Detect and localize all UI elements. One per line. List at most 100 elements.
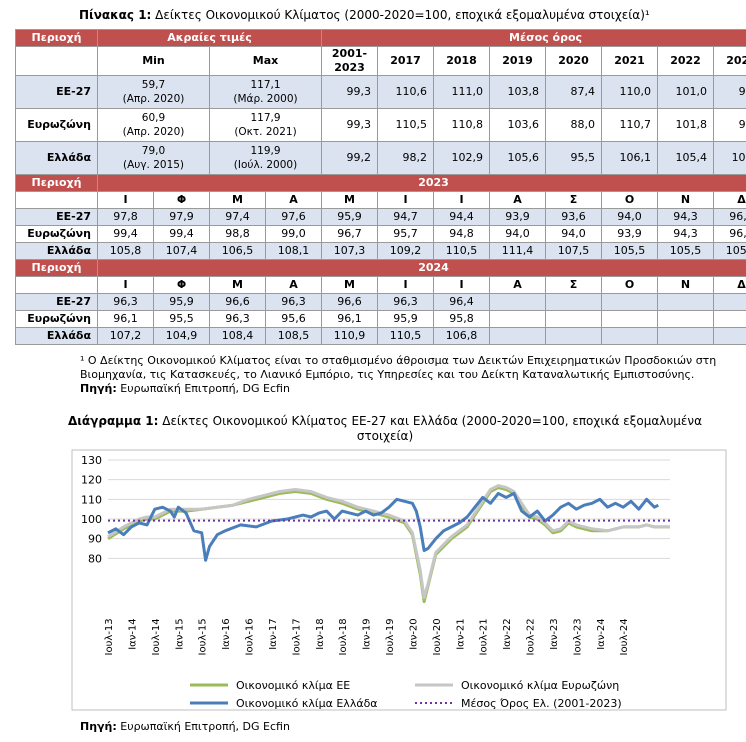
monthly-value: 96,3: [712, 208, 746, 226]
table-title: Πίνακας 1: Δείκτες Οικονομικού Κλίματος …: [79, 8, 650, 22]
x-tick-label: Ιαν-14: [127, 618, 138, 649]
table-row: Ευρωζώνη 96,1 95,5 96,3 95,6 96,1 95,9 95,8: [15, 310, 746, 328]
monthly-value: [657, 293, 714, 311]
region-name: Ευρωζώνη: [15, 225, 98, 243]
month-header: Α: [265, 276, 322, 294]
year-header: 2001-2023: [321, 46, 378, 76]
monthly-value: 94,0: [545, 225, 602, 243]
monthly-value: 95,9: [377, 310, 434, 328]
x-tick-label: Ιαν-21: [455, 618, 466, 649]
x-tick-label: Ιουλ-20: [432, 618, 443, 655]
average-value: 88,0: [545, 108, 602, 142]
monthly-value: 93,6: [545, 208, 602, 226]
average-value: 105,4: [657, 141, 714, 175]
monthly-value: 111,4: [489, 242, 546, 260]
year-header: 2022: [657, 46, 714, 76]
month-header: Ν: [657, 276, 714, 294]
region-header: Περιοχή: [15, 174, 98, 192]
y-tick-label: 80: [88, 552, 102, 565]
monthly-value: 105,5: [601, 242, 658, 260]
legend-label: Μέσος Όρος Ελ. (2001-2023): [461, 697, 622, 710]
month-header: Δ: [712, 191, 746, 209]
monthly-value: 97,9: [153, 208, 210, 226]
table-row: Ευρωζώνη 60,9 (Απρ. 2020) 117,9 (Οκτ. 2021) 9…: [15, 108, 746, 142]
region-name: ΕΕ-27: [15, 75, 98, 109]
x-tick-label: Ιαν-17: [268, 618, 279, 649]
legend-label: Οικονομικό κλίμα Ελλάδα: [236, 697, 378, 710]
region-name: ΕΕ-27: [15, 208, 98, 226]
monthly-value: 94,8: [433, 225, 490, 243]
year-header: 2018: [433, 46, 490, 76]
average-value: 110,0: [601, 75, 658, 109]
chart-title: Διάγραμμα 1: Δείκτες Οικονομικού Κλίματο…: [67, 414, 703, 443]
monthly-value: [601, 293, 658, 311]
monthly-value: 110,5: [433, 242, 490, 260]
average-value: 110,5: [377, 108, 434, 142]
table-row: ΕΕ-27 96,3 95,9 96,6 96,3 96,6 96,3 96,4: [15, 293, 746, 311]
y-tick-label: 100: [81, 513, 102, 526]
month-header: Μ: [209, 276, 266, 294]
month-header: Ι: [433, 191, 490, 209]
average-value: 110,7: [601, 108, 658, 142]
monthly-value: 96,4: [712, 225, 746, 243]
year-header: 2017: [377, 46, 434, 76]
x-tick-label: Ιαν-23: [549, 618, 560, 649]
chart-source: Πηγή: Ευρωπαϊκή Επιτροπή, DG Ecfin: [80, 720, 290, 733]
x-tick-label: Ιουλ-22: [526, 618, 537, 655]
average-value: 99,2: [321, 141, 378, 175]
average-value: 105,6: [489, 141, 546, 175]
region-name: ΕΕ-27: [15, 293, 98, 311]
monthly-value: [489, 327, 546, 345]
average-value: 107,6: [712, 141, 746, 175]
x-tick-label: Ιουλ-21: [479, 618, 490, 655]
average-value: 111,0: [433, 75, 490, 109]
year-label: 2024: [96, 259, 746, 277]
average-value: 102,9: [433, 141, 490, 175]
x-tick-label: Ιαν-19: [362, 618, 373, 649]
max-value: 119,9 (Ιούλ. 2000): [209, 141, 322, 175]
region-header: Περιοχή: [15, 29, 98, 47]
table-row: Ελλάδα 79,0 (Αυγ. 2015) 119,9 (Ιούλ. 2000) 99…: [15, 141, 746, 175]
monthly-value: 106,8: [433, 327, 490, 345]
monthly-value: 95,5: [153, 310, 210, 328]
min-value: 59,7 (Απρ. 2020): [97, 75, 210, 109]
monthly-value: 97,8: [97, 208, 154, 226]
monthly-value: 96,3: [97, 293, 154, 311]
region-name: Ελλάδα: [15, 327, 98, 345]
max-value: 117,1 (Μάρ. 2000): [209, 75, 322, 109]
legend-label: Οικονομικό κλίμα ΕΕ: [236, 679, 350, 692]
blank-cell: [15, 46, 98, 76]
x-tick-label: Ιουλ-24: [619, 618, 630, 655]
monthly-value: 98,8: [209, 225, 266, 243]
average-value: 99,3: [321, 75, 378, 109]
average-value: 106,1: [601, 141, 658, 175]
region-name: Ευρωζώνη: [15, 108, 98, 142]
monthly-value: 94,3: [657, 208, 714, 226]
region-name: Ελλάδα: [15, 242, 98, 260]
legend-label: Οικονομικό κλίμα Ευρωζώνη: [461, 679, 619, 692]
month-header: Ο: [601, 276, 658, 294]
monthly-value: 94,0: [489, 225, 546, 243]
table-row: Ελλάδα 107,2 104,9 108,4 108,5 110,9 110,5 106,…: [15, 327, 746, 345]
monthly-value: 107,2: [97, 327, 154, 345]
blank-cell: [15, 276, 98, 294]
monthly-value: [712, 327, 746, 345]
year-header: 2019: [489, 46, 546, 76]
month-header: Α: [489, 276, 546, 294]
table-row: Ευρωζώνη 99,4 99,4 98,8 99,0 96,7 95,7 94,8 94,0…: [15, 225, 746, 243]
monthly-value: 94,7: [377, 208, 434, 226]
monthly-value: [545, 310, 602, 328]
year-header: 2021: [601, 46, 658, 76]
y-tick-label: 110: [81, 493, 102, 506]
monthly-value: 110,9: [321, 327, 378, 345]
month-header: Ι: [377, 191, 434, 209]
x-tick-label: Ιουλ-16: [245, 618, 256, 655]
region-name: Ευρωζώνη: [15, 310, 98, 328]
month-header: Φ: [153, 276, 210, 294]
average-value: 99,3: [321, 108, 378, 142]
monthly-value: 96,3: [377, 293, 434, 311]
climate-table: Περιοχή Ακραίες τιμές Μέσος όρος Min Max 2001…: [15, 29, 746, 345]
